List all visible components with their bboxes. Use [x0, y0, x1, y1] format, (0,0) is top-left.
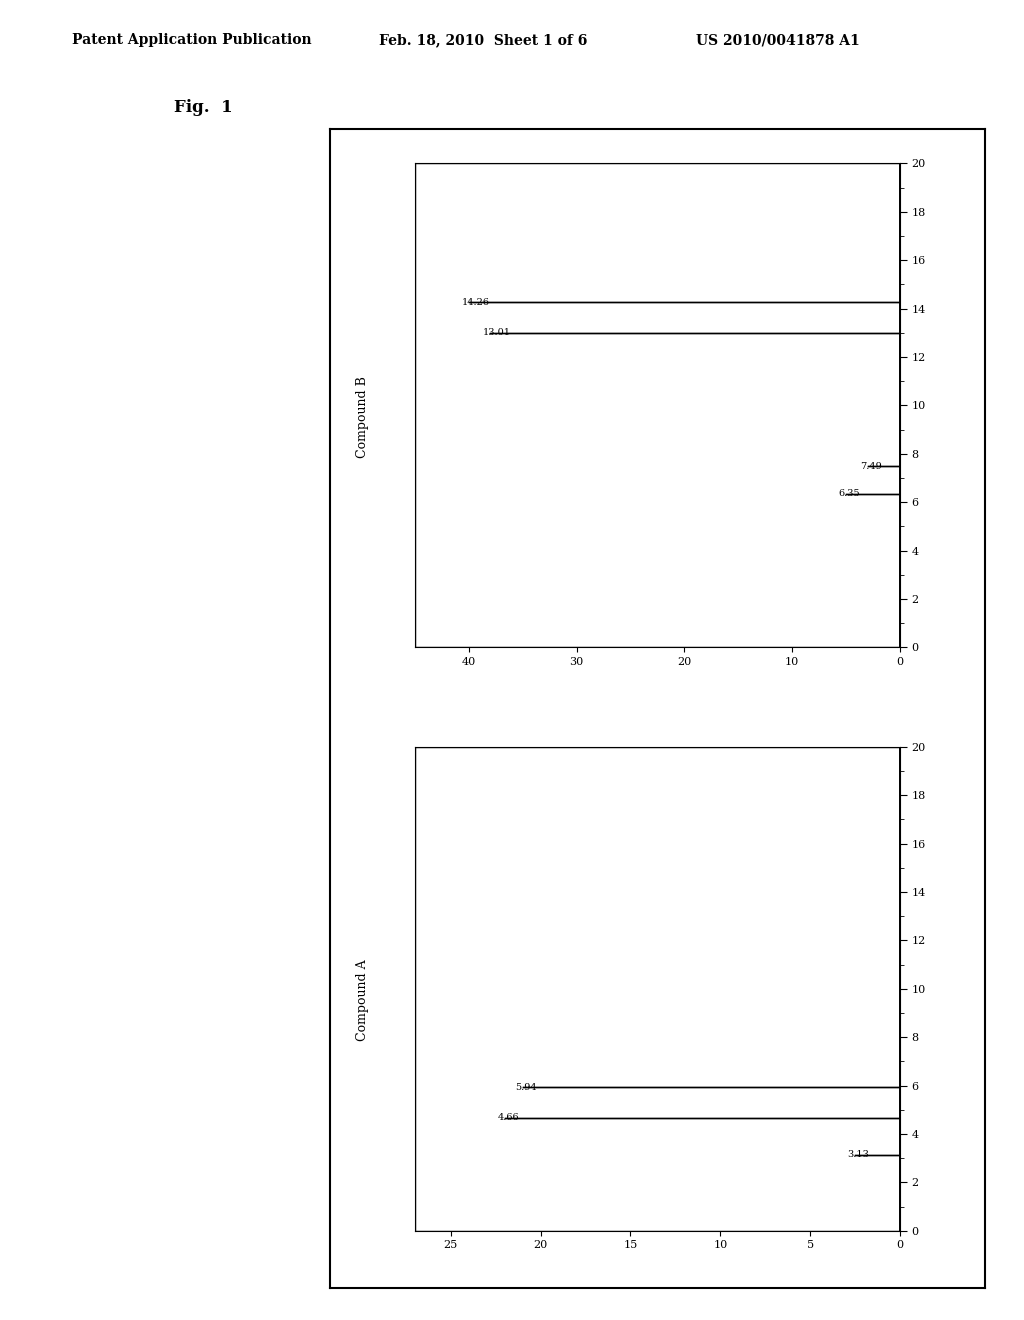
Text: 7.49: 7.49	[860, 462, 882, 471]
Text: Compound B: Compound B	[356, 376, 369, 458]
Text: Fig.  1: Fig. 1	[174, 99, 232, 116]
Text: US 2010/0041878 A1: US 2010/0041878 A1	[696, 33, 860, 48]
Text: 3.13: 3.13	[848, 1151, 869, 1159]
Text: 14.26: 14.26	[462, 298, 489, 306]
Text: 13.01: 13.01	[483, 329, 511, 337]
Text: Compound A: Compound A	[356, 960, 369, 1041]
Text: 4.66: 4.66	[498, 1114, 519, 1122]
Text: Feb. 18, 2010  Sheet 1 of 6: Feb. 18, 2010 Sheet 1 of 6	[379, 33, 587, 48]
Text: 5.94: 5.94	[515, 1082, 537, 1092]
Text: 6.35: 6.35	[839, 490, 860, 498]
Text: Patent Application Publication: Patent Application Publication	[72, 33, 311, 48]
